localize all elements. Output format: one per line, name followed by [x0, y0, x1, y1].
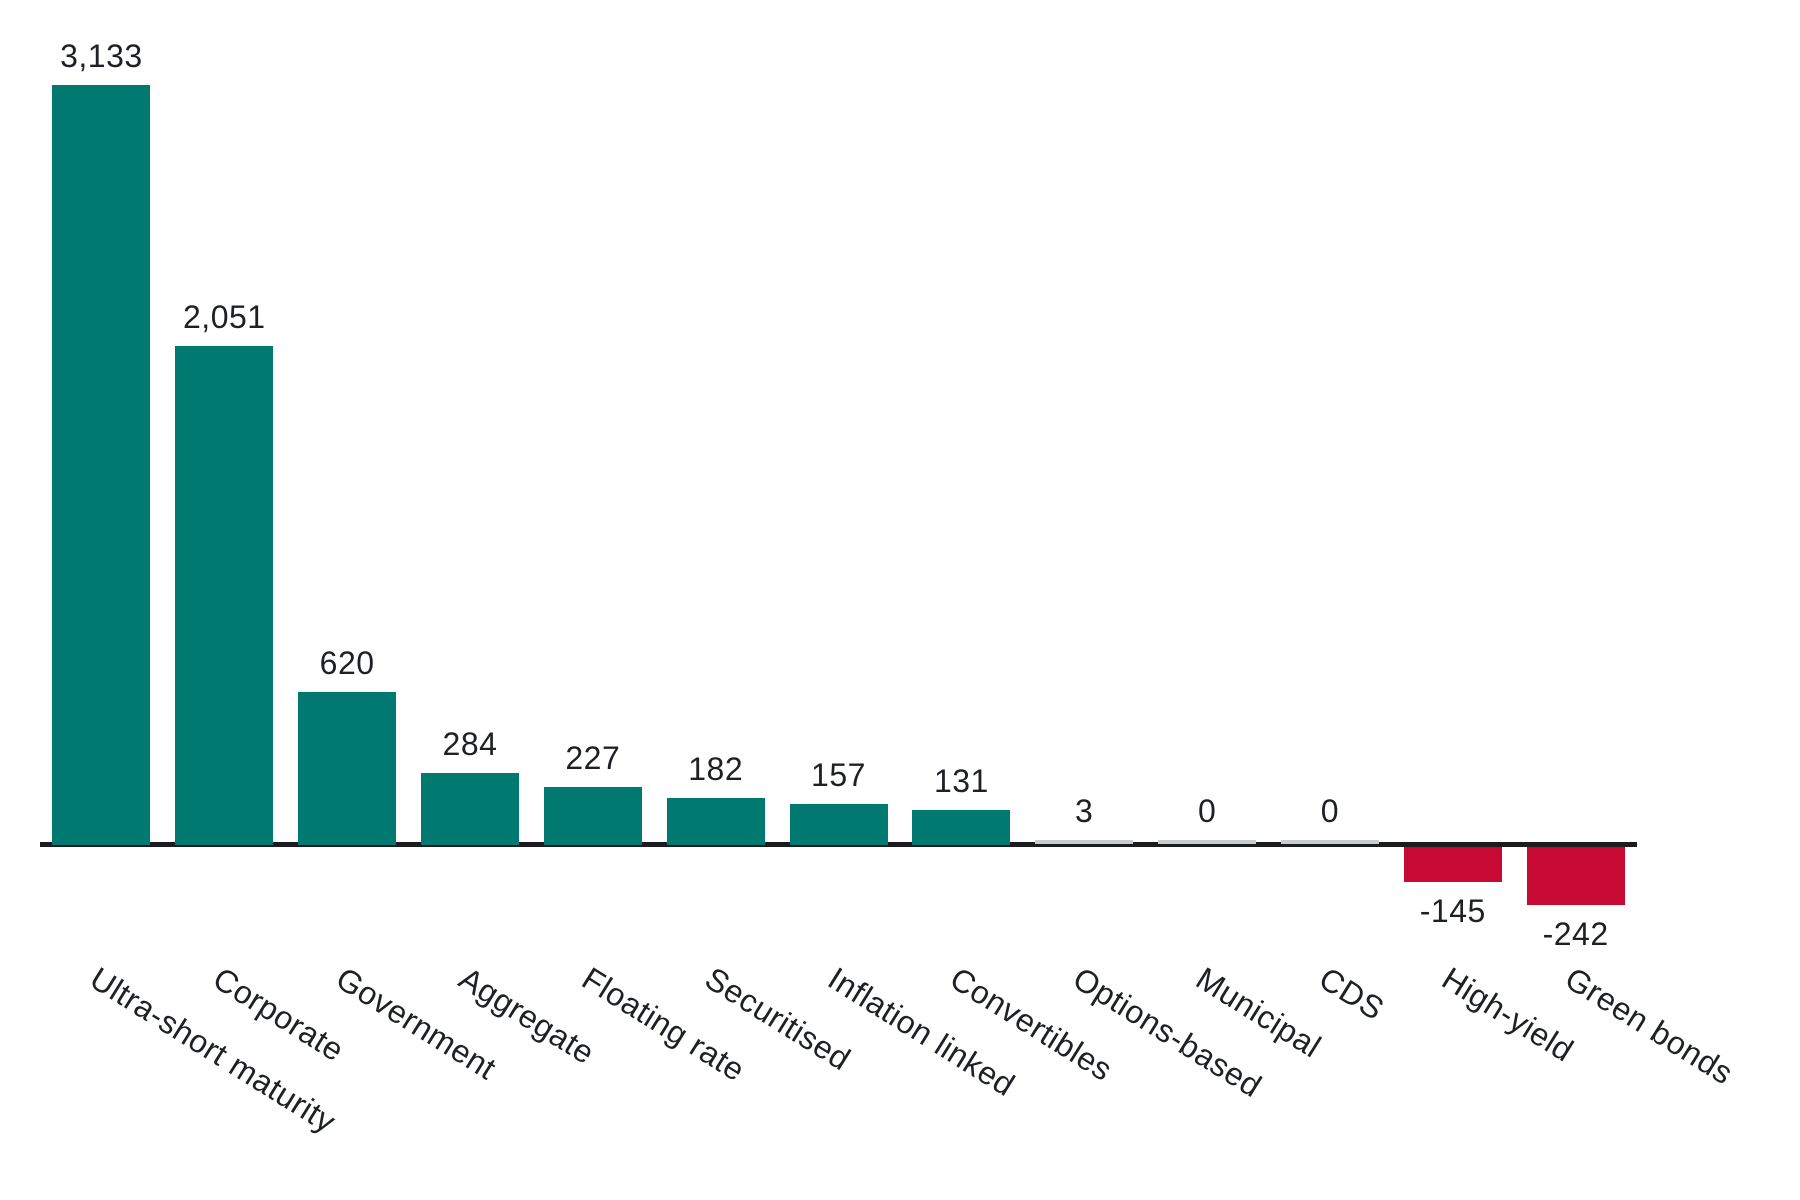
category-label: CDS: [1312, 960, 1391, 1028]
category-label: High-yield: [1435, 960, 1580, 1069]
bar: [1280, 840, 1379, 844]
value-label: -145: [1419, 893, 1486, 929]
bar: [1158, 840, 1257, 844]
value-label: 2,051: [183, 299, 266, 335]
bar: [912, 810, 1011, 845]
bar: [298, 692, 397, 845]
bar: [175, 346, 274, 845]
value-label: 131: [933, 763, 989, 799]
value-label: 157: [811, 757, 866, 793]
value-label: 620: [319, 645, 375, 681]
bar: [1403, 847, 1502, 882]
value-label: 3,133: [60, 38, 143, 74]
bar: [1526, 847, 1625, 905]
bar: [421, 773, 519, 845]
category-label: Green bonds: [1558, 960, 1740, 1092]
bar: [52, 85, 151, 845]
bar: [789, 804, 888, 845]
bar: [666, 798, 765, 845]
value-label: 0: [1320, 793, 1340, 829]
value-label: 182: [688, 751, 744, 787]
value-label: 227: [565, 740, 621, 776]
value-label: -242: [1542, 916, 1609, 952]
value-label: 284: [442, 726, 498, 762]
value-label: 0: [1197, 793, 1217, 829]
value-label: 3: [1075, 793, 1094, 829]
bar: [543, 787, 642, 845]
bar: [1035, 840, 1134, 844]
